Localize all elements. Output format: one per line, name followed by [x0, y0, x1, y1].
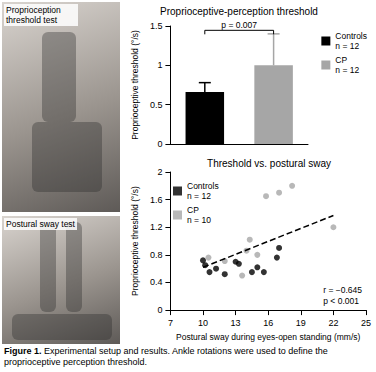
- html-text:Proprioception threshold test: Proprioception threshold test: [6, 5, 61, 25]
- svg-text:25: 25: [361, 318, 371, 328]
- svg-text:Controls: Controls: [187, 181, 219, 191]
- svg-text:n = 12: n = 12: [335, 41, 359, 51]
- svg-text:n = 12: n = 12: [335, 65, 359, 75]
- svg-text:2: 2: [157, 167, 162, 177]
- svg-text:p < 0.001: p < 0.001: [323, 296, 359, 306]
- svg-text:1.5: 1.5: [150, 21, 163, 31]
- svg-text:Postural sway during eyes-open: Postural sway during eyes-open standing …: [176, 332, 360, 342]
- html-text:Postural sway test: Postural sway test: [6, 219, 75, 229]
- svg-text:Controls: Controls: [335, 31, 367, 41]
- svg-text:Proprioceptive threshold (°/s): Proprioceptive threshold (°/s): [130, 30, 140, 140]
- svg-text:0.5: 0.5: [150, 100, 163, 110]
- svg-text:Proprioceptive threshold (°/s): Proprioceptive threshold (°/s): [130, 186, 140, 296]
- svg-text:n = 12: n = 12: [187, 191, 211, 201]
- svg-text:r = −0.645: r = −0.645: [323, 285, 362, 295]
- svg-text:1.6: 1.6: [150, 195, 163, 205]
- svg-text:0.8: 0.8: [150, 250, 163, 260]
- svg-text:Proprioceptive-perception thre: Proprioceptive-perception threshold: [160, 6, 318, 17]
- svg-text:0: 0: [157, 139, 162, 149]
- svg-text:CP: CP: [187, 205, 199, 215]
- svg-text:13: 13: [231, 318, 241, 328]
- svg-text:22: 22: [328, 318, 338, 328]
- svg-text:0.4: 0.4: [150, 277, 163, 287]
- svg-text:7: 7: [168, 318, 173, 328]
- svg-text:19: 19: [296, 318, 306, 328]
- svg-text:Threshold vs. postural sway: Threshold vs. postural sway: [207, 158, 331, 169]
- svg-text:10: 10: [198, 318, 208, 328]
- svg-text:0: 0: [157, 305, 162, 315]
- svg-text:p = 0.007: p = 0.007: [221, 20, 257, 30]
- html-text:Figure 1. Experimental setup a: Figure 1. Experimental setup and results…: [4, 346, 328, 367]
- svg-text:1.2: 1.2: [150, 222, 163, 232]
- svg-text:16: 16: [263, 318, 273, 328]
- svg-text:n = 10: n = 10: [187, 215, 211, 225]
- svg-text:CP: CP: [335, 55, 347, 65]
- svg-text:1: 1: [157, 60, 162, 70]
